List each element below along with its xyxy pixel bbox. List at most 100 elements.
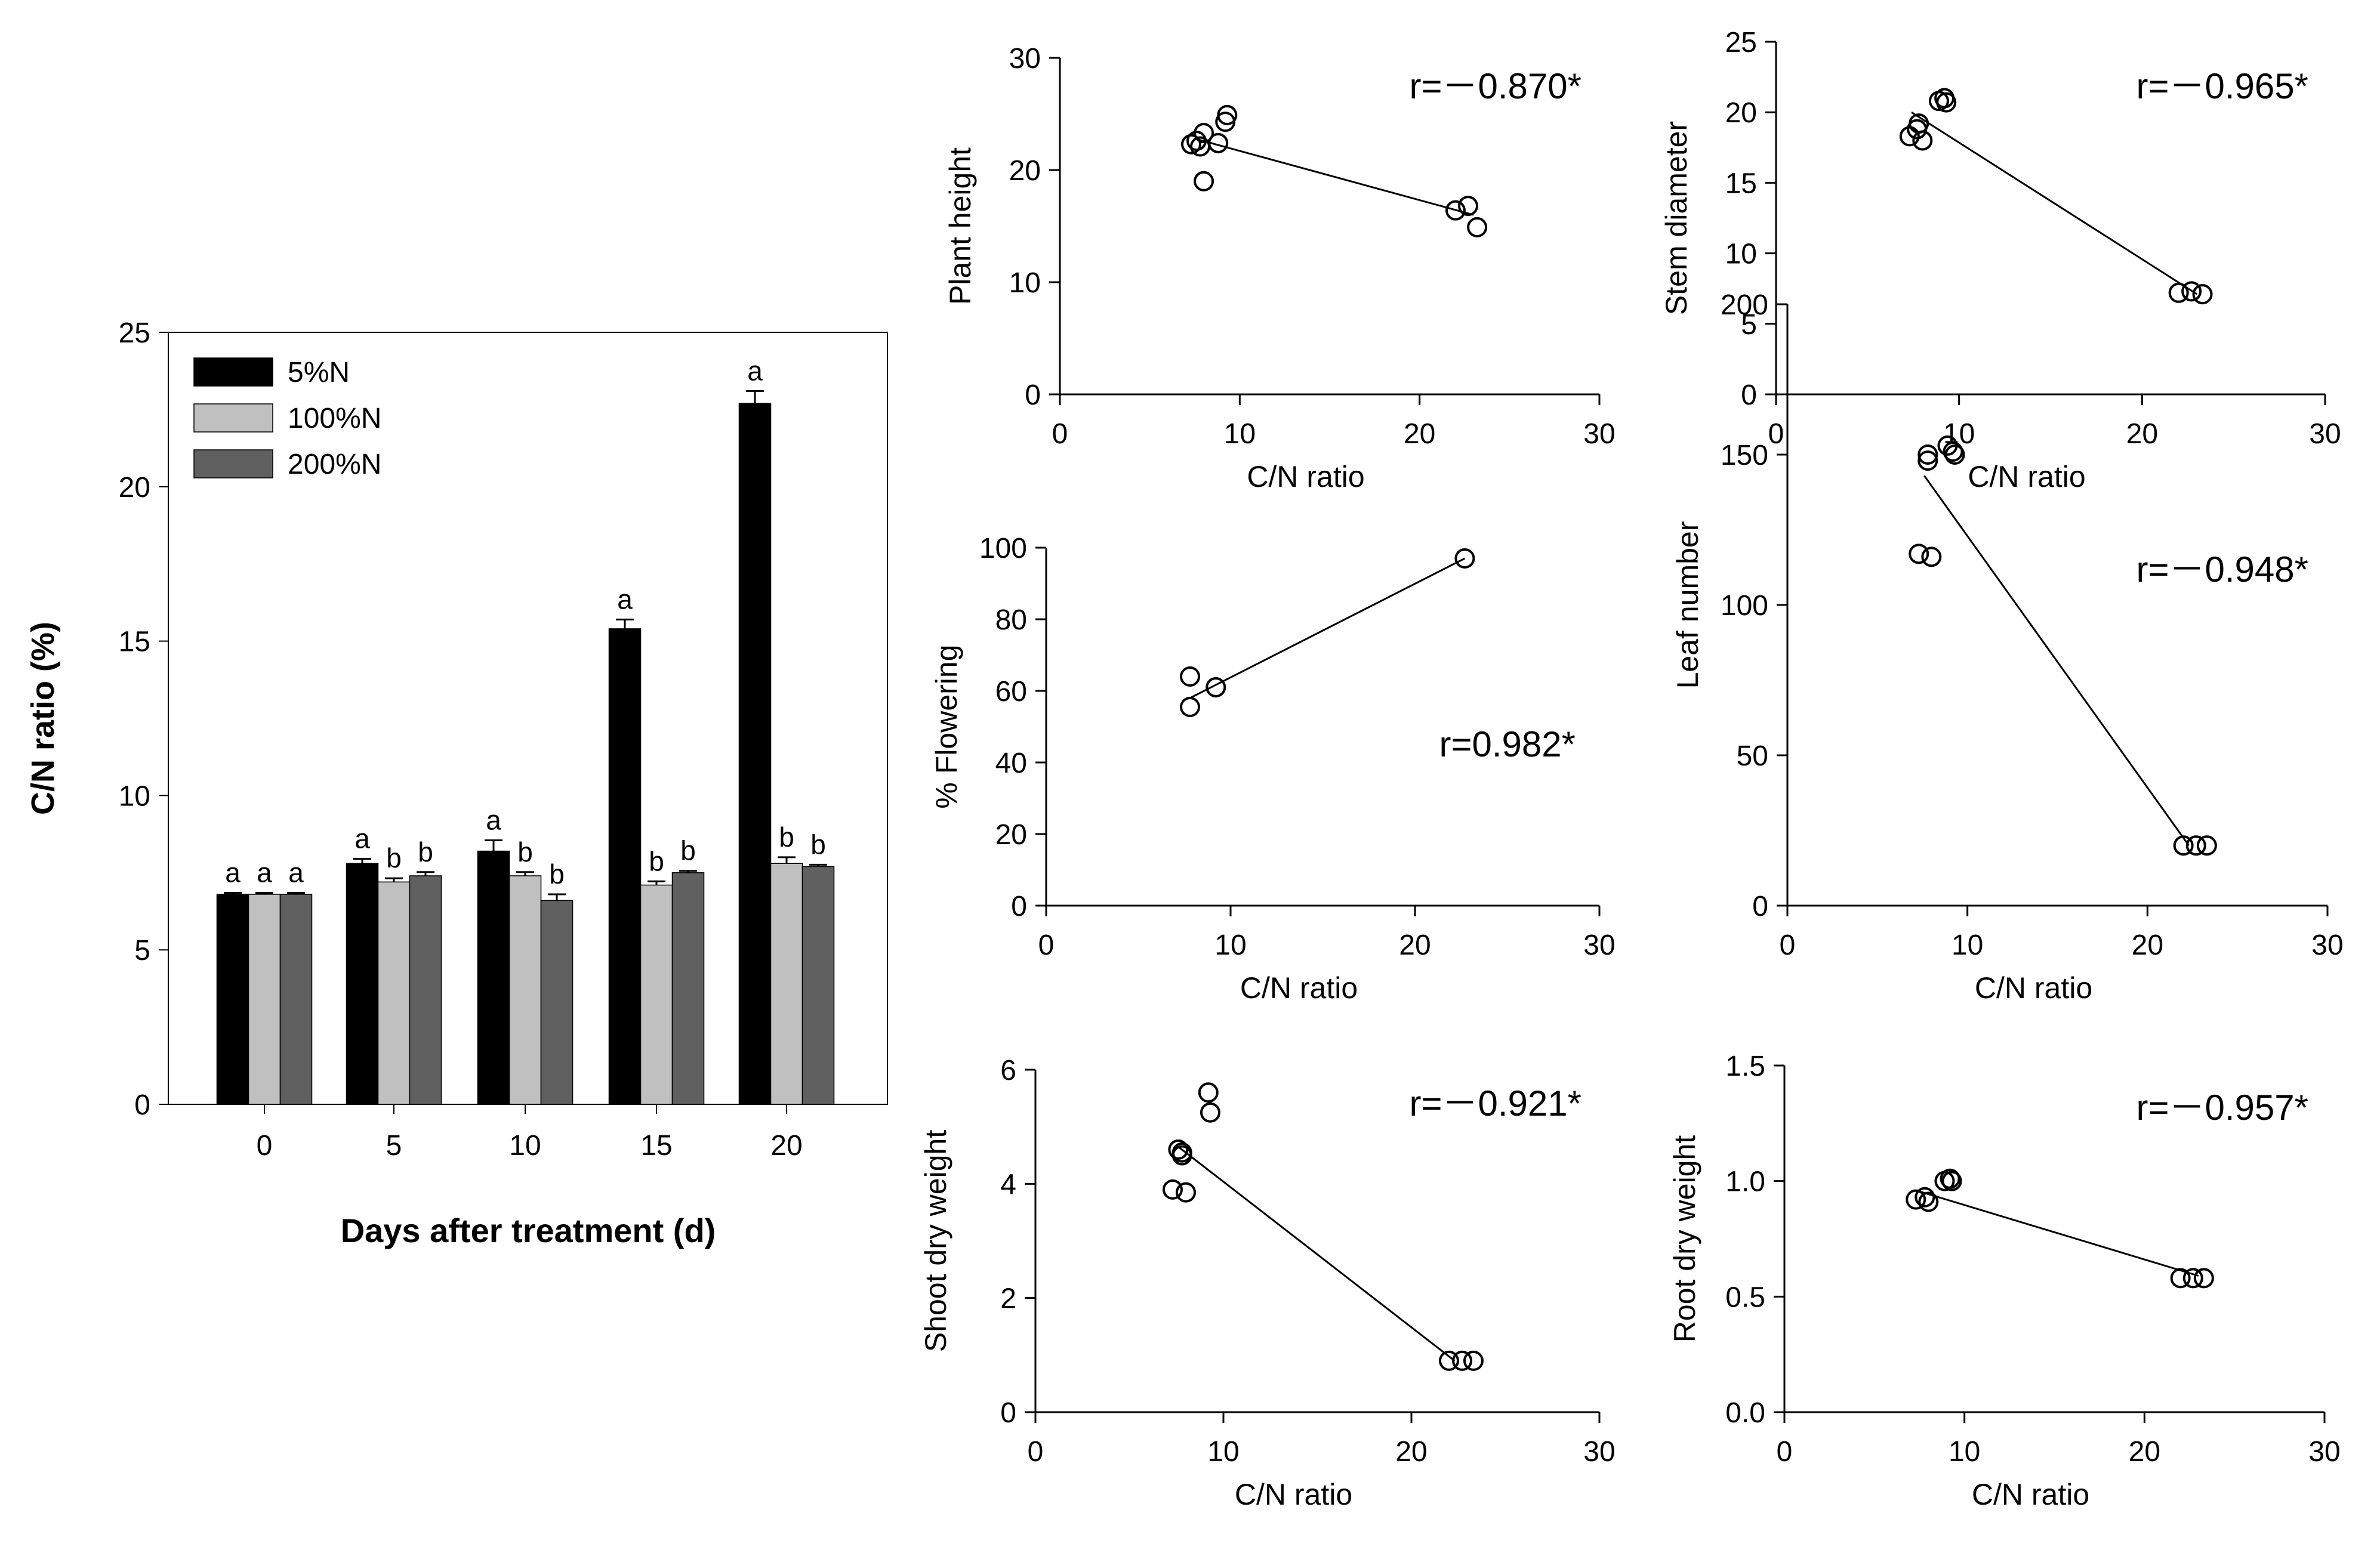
x-tick-label: 10 <box>1952 930 1983 961</box>
data-point <box>1180 666 1201 687</box>
x-axis-label: C/N ratio <box>1235 1478 1352 1511</box>
bar-5pct-n-day-5 <box>346 863 379 1105</box>
x-axis-label: C/N ratio <box>1975 971 2092 1005</box>
data-point <box>1454 548 1475 569</box>
data-point <box>1445 200 1466 221</box>
data-point <box>1198 1082 1219 1103</box>
x-tick-label: 0 <box>1038 930 1055 961</box>
y-tick-label: 0 <box>1752 891 1768 922</box>
data-point <box>1906 1189 1926 1210</box>
bar-legend: 5%N 100%N 200%N <box>193 357 381 480</box>
data-point <box>1940 1168 1960 1189</box>
bar-y-tick-label: 10 <box>119 780 150 812</box>
y-tick-label: 60 <box>995 676 1027 708</box>
x-tick-label: 20 <box>2126 418 2158 450</box>
data-point <box>1168 1139 1189 1160</box>
data-point <box>1909 544 1929 564</box>
significance-letter: a <box>354 823 370 854</box>
bar-y-tick-label: 25 <box>119 317 150 349</box>
x-tick-label: 30 <box>1583 930 1615 961</box>
y-tick-label: 20 <box>1009 155 1041 187</box>
y-axis-label: Stem diameter <box>1660 121 1693 315</box>
y-tick-label: 80 <box>995 604 1027 636</box>
y-tick-label: 0 <box>1000 1397 1016 1429</box>
data-point <box>1467 217 1488 237</box>
x-tick-label: 30 <box>2309 418 2341 450</box>
x-tick-label: 20 <box>1395 1436 1427 1468</box>
bar-x-tick-label: 15 <box>640 1130 672 1162</box>
data-point <box>1452 1350 1473 1371</box>
x-tick-label: 0 <box>1768 418 1784 450</box>
significance-letter: a <box>257 857 272 888</box>
bar-x-axis: 0 5 10 15 20 <box>257 1104 803 1162</box>
data-point <box>1917 444 1938 465</box>
bar-y-tick-label: 20 <box>119 472 150 504</box>
bar-y-axis: 0 5 10 15 20 25 <box>119 317 168 1121</box>
y-axis-label: % Flowering <box>930 644 963 808</box>
bar-200pct-n-day-15 <box>671 872 705 1105</box>
bar-y-axis-label: C/N ratio (%) <box>25 622 61 815</box>
data-point <box>1206 677 1226 697</box>
x-tick-label: 0 <box>1777 1436 1793 1468</box>
y-tick-label: 0 <box>1025 379 1041 411</box>
bar-5pct-n-day-20 <box>738 403 772 1105</box>
legend-label: 100%N <box>288 403 381 434</box>
y-tick-label: 150 <box>1721 440 1768 471</box>
y-axis-label: Leaf number <box>1671 521 1704 689</box>
scatter-panel-root-dry-weight: 0.0 0.5 1.0 1.5 0 10 20 30 C/N ratio Root dry wei… <box>1668 1051 2341 1511</box>
correlation-annotation: r=－0.921* <box>1409 1083 1581 1123</box>
significance-letter: a <box>288 857 304 888</box>
bar-100pct-n-day-15 <box>640 884 673 1105</box>
bar-x-axis-label: Days after treatment (d) <box>341 1212 716 1249</box>
x-tick-label: 20 <box>2132 930 2163 961</box>
y-tick-label: 2 <box>1000 1283 1016 1315</box>
data-point <box>2192 284 2213 305</box>
significance-letter: a <box>486 804 501 835</box>
x-tick-label: 0 <box>1028 1436 1044 1468</box>
data-point <box>1912 130 1933 151</box>
bar-5pct-n-day-0 <box>216 894 249 1105</box>
y-axis-label: Root dry weight <box>1668 1135 1701 1342</box>
bar-200pct-n-day-5 <box>409 875 442 1105</box>
data-point <box>2170 1268 2191 1289</box>
y-axis-label: Plant height <box>944 147 977 305</box>
y-tick-label: 100 <box>1721 590 1768 622</box>
y-tick-label: 10 <box>1009 267 1041 299</box>
data-point <box>1217 104 1238 125</box>
significance-letter: b <box>779 822 794 853</box>
regression-line <box>1194 137 1474 216</box>
correlation-annotation: r=－0.965* <box>2136 66 2308 106</box>
x-tick-label: 10 <box>1214 930 1246 961</box>
regression-line <box>1923 475 2190 847</box>
data-point <box>2185 835 2206 856</box>
data-point <box>1944 444 1965 465</box>
legend-swatch <box>193 449 273 478</box>
bar-5pct-n-day-10 <box>477 850 510 1105</box>
significance-letter: b <box>810 829 826 860</box>
x-tick-label: 10 <box>1949 1436 1980 1468</box>
data-point <box>2193 1268 2214 1289</box>
scatter-panel-shoot-dry-weight: 0 2 4 6 0 10 20 30 C/N ratio Shoot dry weight r=－0… <box>919 1055 1616 1511</box>
data-point <box>1176 1182 1196 1203</box>
bar-5pct-n-day-15 <box>608 628 642 1105</box>
legend-label: 5%N <box>288 357 350 388</box>
data-point <box>1180 697 1201 717</box>
y-tick-label: 40 <box>995 748 1027 779</box>
data-point <box>1439 1350 1459 1371</box>
y-tick-label: 10 <box>1725 239 1757 270</box>
legend-swatch <box>193 403 273 433</box>
regression-line <box>1911 111 2198 295</box>
y-tick-label: 50 <box>1737 740 1768 772</box>
x-axis-label: C/N ratio <box>1968 460 2085 493</box>
bar-100pct-n-day-10 <box>508 875 542 1105</box>
bar-x-tick-label: 10 <box>509 1130 541 1162</box>
bar-x-tick-label: 5 <box>386 1130 402 1162</box>
bar-y-tick-label: 15 <box>119 626 150 658</box>
data-point <box>1936 92 1957 113</box>
data-point <box>1918 1191 1939 1212</box>
data-point <box>1171 1145 1192 1166</box>
